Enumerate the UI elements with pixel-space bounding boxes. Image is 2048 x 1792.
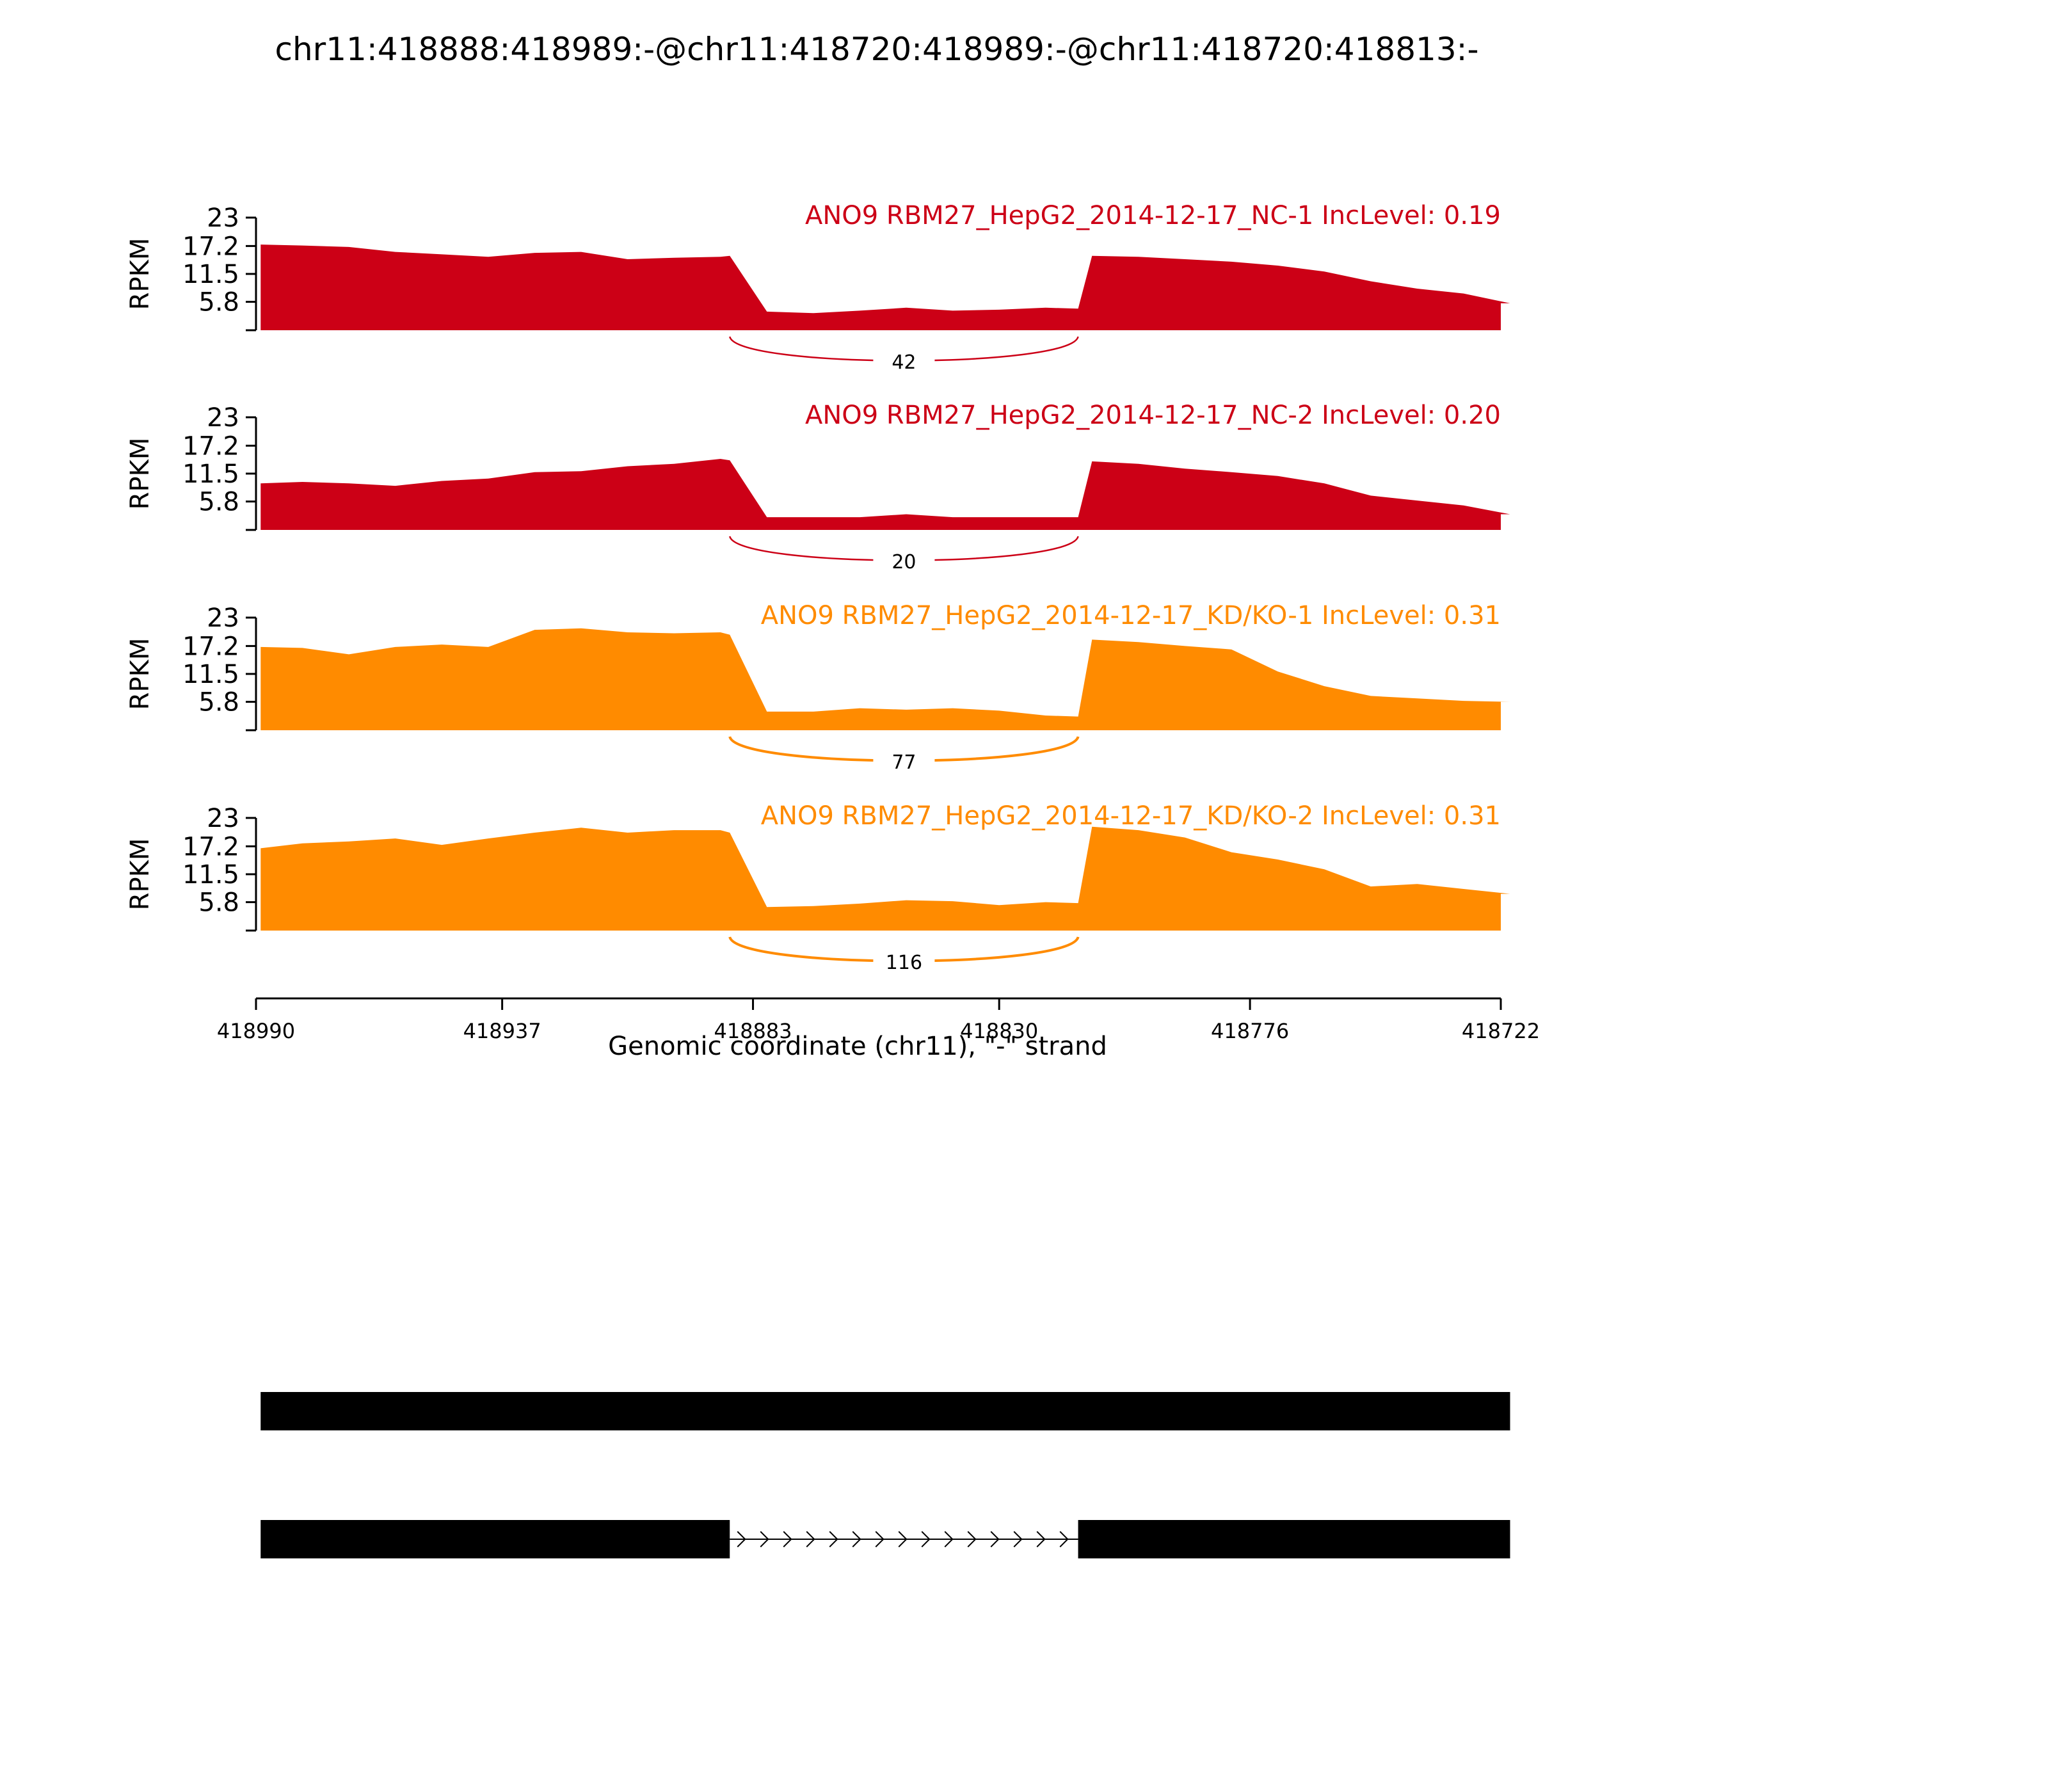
y-tick-label: 5.8 bbox=[198, 488, 239, 517]
strand-arrow bbox=[898, 1531, 908, 1548]
sample-label: ANO9 RBM27_HepG2_2014-12-17_KD/KO-1 IncL… bbox=[761, 601, 1501, 630]
y-tick-label: 23 bbox=[207, 604, 239, 633]
junction-count-label: 116 bbox=[886, 952, 922, 974]
gene-model bbox=[260, 1520, 1510, 1558]
y-tick-label: 17.2 bbox=[182, 431, 239, 461]
y-tick-label: 17.2 bbox=[182, 832, 239, 861]
sample-label: ANO9 RBM27_HepG2_2014-12-17_NC-1 IncLeve… bbox=[805, 201, 1501, 230]
coverage-area bbox=[260, 244, 1510, 330]
junction-label-bg bbox=[873, 348, 935, 374]
gene-model bbox=[260, 1392, 1510, 1430]
y-tick-label: 23 bbox=[207, 804, 239, 833]
y-tick-label: 5.8 bbox=[198, 288, 239, 317]
junction-count-label: 20 bbox=[892, 551, 916, 573]
y-tick-label: 11.5 bbox=[182, 460, 239, 489]
junction-label-bg bbox=[873, 548, 935, 573]
strand-arrow bbox=[967, 1531, 977, 1548]
strand-arrow bbox=[921, 1531, 931, 1548]
exon-block bbox=[260, 1520, 730, 1558]
gene-model-track bbox=[260, 1392, 1510, 1558]
y-tick-label: 11.5 bbox=[182, 260, 239, 289]
strand-arrow bbox=[1036, 1531, 1046, 1548]
y-tick-label: 5.8 bbox=[198, 888, 239, 918]
y-axis-label: RPKM bbox=[125, 838, 155, 911]
x-tick-label: 418990 bbox=[217, 1019, 295, 1043]
sashimi-panel: 5.811.517.223 RPKM ANO9 RBM27_HepG2_2014-1… bbox=[125, 401, 1510, 573]
strand-arrow bbox=[990, 1531, 1000, 1548]
y-tick-label: 17.2 bbox=[182, 232, 239, 261]
y-axis-label: RPKM bbox=[125, 238, 155, 310]
y-tick-label: 11.5 bbox=[182, 860, 239, 890]
figure-title: chr11:418888:418989:-@chr11:418720:41898… bbox=[275, 31, 1478, 68]
sashimi-panel: 5.811.517.223 RPKM ANO9 RBM27_HepG2_2014-1… bbox=[125, 201, 1510, 374]
coverage-area bbox=[260, 628, 1510, 730]
strand-arrow bbox=[737, 1531, 746, 1548]
strand-arrow bbox=[852, 1531, 861, 1548]
strand-arrow bbox=[944, 1531, 954, 1548]
x-tick-label: 418830 bbox=[960, 1019, 1038, 1043]
x-tick-label: 418776 bbox=[1211, 1019, 1289, 1043]
x-tick-label: 418722 bbox=[1462, 1019, 1540, 1043]
sample-label: ANO9 RBM27_HepG2_2014-12-17_NC-2 IncLeve… bbox=[805, 401, 1501, 430]
junction-label-bg bbox=[873, 748, 935, 774]
junction-count-label: 77 bbox=[892, 751, 916, 774]
strand-arrow bbox=[1059, 1531, 1069, 1548]
y-axis-label: RPKM bbox=[125, 438, 155, 510]
exon-block bbox=[260, 1392, 1510, 1430]
coverage-area bbox=[260, 826, 1510, 931]
x-tick-label: 418883 bbox=[714, 1019, 792, 1043]
strand-arrow bbox=[783, 1531, 792, 1548]
y-tick-label: 23 bbox=[207, 204, 239, 233]
coverage-area bbox=[260, 459, 1510, 530]
sashimi-panel: 5.811.517.223 RPKM ANO9 RBM27_HepG2_2014-1… bbox=[125, 601, 1510, 774]
strand-arrow bbox=[875, 1531, 884, 1548]
junction-label-bg bbox=[873, 948, 935, 974]
sashimi-panel: 5.811.517.223 RPKM ANO9 RBM27_HepG2_2014-1… bbox=[125, 801, 1510, 974]
junction-count-label: 42 bbox=[892, 351, 916, 374]
y-tick-label: 17.2 bbox=[182, 632, 239, 661]
x-axis: 418990 418937 418883 418830 418776 418722 bbox=[217, 997, 1540, 1043]
strand-arrow bbox=[1013, 1531, 1023, 1548]
y-tick-label: 23 bbox=[207, 403, 239, 433]
sample-label: ANO9 RBM27_HepG2_2014-12-17_KD/KO-2 IncL… bbox=[761, 801, 1501, 831]
exon-block bbox=[1078, 1520, 1510, 1558]
x-axis-label: Genomic coordinate (chr11), "-" strand bbox=[608, 1032, 1107, 1061]
y-axis-label: RPKM bbox=[125, 638, 155, 710]
x-tick-label: 418937 bbox=[463, 1019, 541, 1043]
y-tick-label: 5.8 bbox=[198, 688, 239, 717]
y-tick-label: 11.5 bbox=[182, 660, 239, 689]
strand-arrow bbox=[829, 1531, 838, 1548]
strand-arrow bbox=[806, 1531, 815, 1548]
strand-arrow bbox=[760, 1531, 769, 1548]
